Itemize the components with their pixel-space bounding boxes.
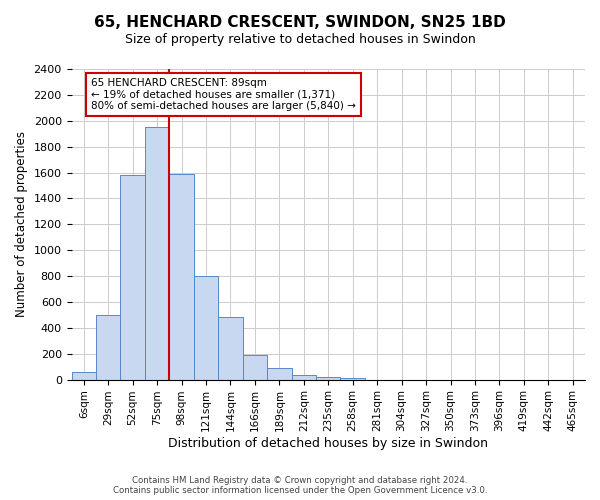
Bar: [169, 174, 194, 380]
Text: Size of property relative to detached houses in Swindon: Size of property relative to detached ho…: [125, 32, 475, 46]
Text: 65, HENCHARD CRESCENT, SWINDON, SN25 1BD: 65, HENCHARD CRESCENT, SWINDON, SN25 1BD: [94, 15, 506, 30]
Bar: [218, 318, 242, 380]
Bar: [267, 368, 292, 380]
Y-axis label: Number of detached properties: Number of detached properties: [15, 132, 28, 318]
Bar: [340, 378, 365, 380]
Bar: [292, 375, 316, 380]
Text: Contains HM Land Registry data © Crown copyright and database right 2024.
Contai: Contains HM Land Registry data © Crown c…: [113, 476, 487, 495]
Bar: [194, 276, 218, 380]
Bar: [96, 315, 121, 380]
Bar: [121, 175, 145, 380]
Bar: [71, 372, 96, 380]
Text: 65 HENCHARD CRESCENT: 89sqm
← 19% of detached houses are smaller (1,371)
80% of : 65 HENCHARD CRESCENT: 89sqm ← 19% of det…: [91, 78, 356, 112]
Bar: [316, 377, 340, 380]
Bar: [145, 127, 169, 380]
Bar: [242, 355, 267, 380]
X-axis label: Distribution of detached houses by size in Swindon: Distribution of detached houses by size …: [168, 437, 488, 450]
